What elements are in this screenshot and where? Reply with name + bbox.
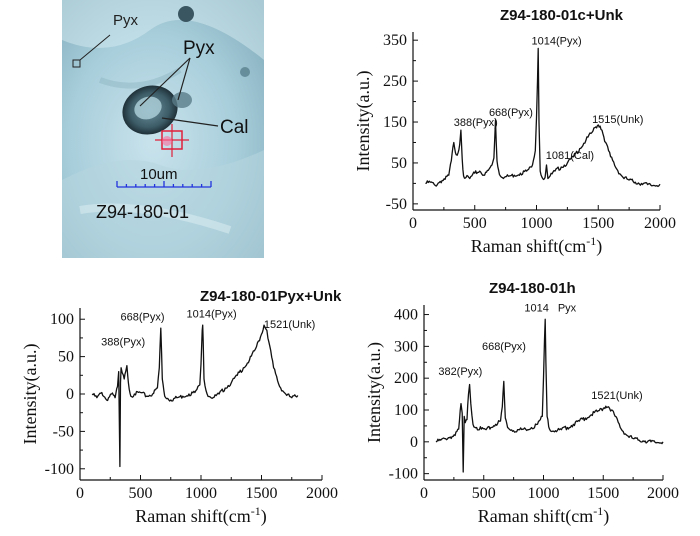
chart-title: Z94-180-01c+Unk (500, 7, 624, 24)
peak-label: 1014(Pyx) (532, 35, 582, 47)
x-tick-label: 500 (129, 485, 153, 502)
chart-title: Z94-180-01Pyx+Unk (200, 288, 342, 305)
raman-spectrum-line (425, 47, 661, 188)
label-pyx-large: Pyx (183, 38, 215, 59)
peak-label: Pyx (558, 302, 577, 314)
y-tick-label: 100 (50, 311, 74, 328)
x-tick-label: 1000 (521, 215, 553, 232)
y-tick-label: -100 (389, 466, 418, 483)
scale-label: 10um (140, 166, 178, 183)
x-axis-label: Raman shift(cm-1) (135, 504, 266, 527)
peak-label: 668(Pyx) (489, 107, 533, 119)
y-tick-label: 50 (58, 349, 74, 366)
x-tick-label: 1500 (246, 485, 278, 502)
x-tick-label: 2000 (644, 215, 676, 232)
x-tick-label: 0 (76, 485, 84, 502)
x-axis-label: Raman shift(cm-1) (478, 504, 609, 527)
x-tick-label: 1000 (528, 485, 560, 502)
y-tick-label: 300 (394, 338, 418, 355)
peak-label: 1521(Unk) (264, 319, 315, 331)
peak-label: 668(Pyx) (482, 341, 526, 353)
label-cal: Cal (220, 117, 249, 138)
y-tick-label: 200 (394, 370, 418, 387)
peak-label: 1081(Cal) (546, 150, 594, 162)
peak-label: 1521(Unk) (591, 390, 642, 402)
raman-spectrum-line (91, 324, 299, 468)
peak-label: 1515(Unk) (592, 114, 643, 126)
raman-spectrum-line (435, 318, 664, 473)
y-tick-label: -50 (53, 423, 74, 440)
pyx-marker-box (72, 59, 81, 68)
x-tick-label: 500 (472, 485, 496, 502)
y-axis-label: Intensity(a.u.) (20, 344, 41, 445)
x-tick-label: 2000 (647, 485, 679, 502)
micrograph: Pyx Pyx Cal 10um Z94-180-01 (62, 0, 264, 258)
peak-label: 388(Pyx) (454, 117, 498, 129)
y-axis-label: Intensity(a.u.) (353, 71, 374, 172)
y-tick-label: 150 (383, 114, 407, 131)
x-tick-label: 500 (463, 215, 487, 232)
y-tick-label: 250 (383, 73, 407, 90)
x-tick-label: 0 (409, 215, 417, 232)
label-pyx-small: Pyx (113, 12, 139, 29)
x-tick-label: 1500 (582, 215, 614, 232)
chart-panel-1: Z94-180-01c+Unk 0 500 1000 1500 2000 -50 50 150 2… (353, 7, 676, 257)
chart-title: Z94-180-01h (489, 280, 576, 297)
y-tick-label: 50 (391, 155, 407, 172)
y-tick-label: -100 (45, 461, 74, 478)
scale-bar (116, 181, 212, 188)
x-tick-label: 0 (420, 485, 428, 502)
peak-label: 388(Pyx) (101, 336, 145, 348)
y-tick-label: 350 (383, 32, 407, 49)
y-tick-label: 0 (66, 386, 74, 403)
peak-label: 1014 (524, 302, 548, 314)
sample-id-label: Z94-180-01 (96, 202, 189, 222)
peak-label: 1014(Pyx) (186, 309, 236, 321)
y-tick-label: -50 (386, 196, 407, 213)
y-axis-label: Intensity(a.u.) (364, 342, 385, 443)
x-tick-label: 2000 (306, 485, 338, 502)
dark-inclusion (178, 6, 194, 22)
peak-label: 668(Pyx) (121, 312, 165, 324)
peak-label: 382(Pyx) (438, 366, 482, 378)
y-tick-label: 0 (410, 434, 418, 451)
x-axis-label: Raman shift(cm-1) (471, 234, 602, 257)
laser-target-icon (155, 124, 189, 157)
y-tick-label: 400 (394, 307, 418, 324)
y-tick-label: 100 (394, 402, 418, 419)
x-tick-label: 1000 (185, 485, 217, 502)
x-tick-label: 1500 (587, 485, 619, 502)
